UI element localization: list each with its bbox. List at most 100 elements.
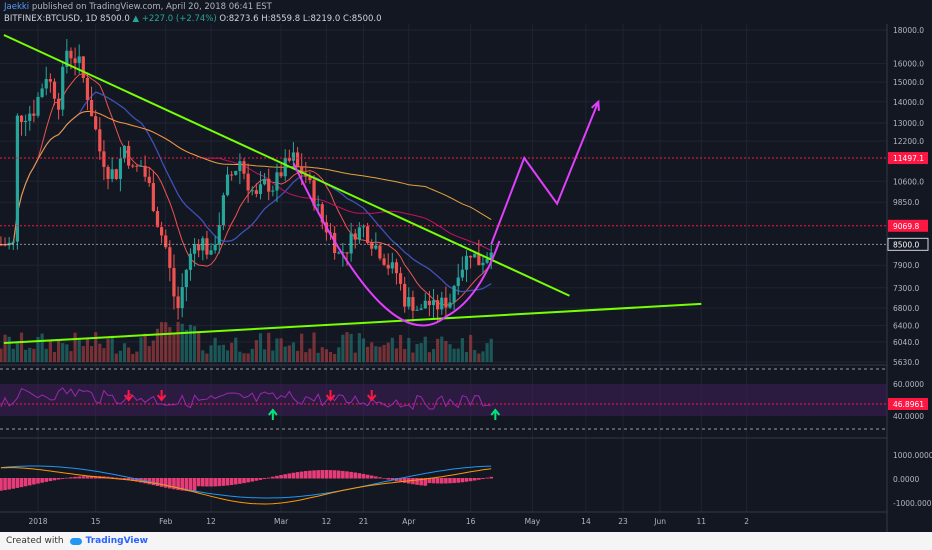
candle-body — [258, 184, 263, 194]
volume-bar — [102, 348, 106, 362]
candle-body — [127, 145, 131, 166]
volume-bar — [85, 337, 90, 362]
candle-body — [11, 241, 15, 243]
candle-body — [477, 253, 481, 266]
volume-bar — [436, 338, 440, 362]
candle-body — [304, 174, 308, 177]
candle-body — [110, 169, 114, 179]
volume-bar — [382, 344, 386, 362]
macd-histogram-bar — [73, 476, 77, 479]
volume-bar — [250, 348, 254, 362]
time-tick-label: 14 — [581, 517, 591, 526]
candle-body — [423, 300, 427, 309]
symbol-label: BITFINEX:BTCUSD, 1D — [4, 14, 98, 24]
volume-bar — [242, 353, 246, 362]
candle-body — [489, 252, 493, 259]
candle-body — [164, 235, 168, 248]
volume-bar — [477, 353, 481, 362]
up-triangle-icon: ▲ — [132, 14, 140, 24]
volume-bar — [73, 332, 77, 362]
candle-body — [184, 269, 188, 288]
rsi-line — [0, 387, 492, 411]
volume-bar — [197, 332, 201, 362]
macd-histogram-bar — [427, 478, 432, 484]
time-tick-label: 23 — [618, 517, 628, 526]
macd-signal-line — [0, 467, 492, 505]
volume-bar — [131, 353, 135, 362]
macd-histogram-bar — [431, 478, 436, 484]
time-tick-label: Jun — [653, 517, 666, 526]
macd-histogram-bar — [176, 478, 180, 490]
volume-bar — [328, 351, 333, 362]
volume-bar — [320, 347, 324, 362]
volume-bar — [304, 352, 308, 362]
candle-body — [403, 283, 407, 307]
volume-bar — [52, 352, 57, 362]
volume-bar — [160, 322, 164, 362]
macd-histogram-bar — [324, 470, 329, 479]
footer-brand[interactable]: TradingView — [85, 536, 148, 546]
volume-bar — [452, 348, 456, 362]
volume-bar — [147, 346, 151, 362]
candle-body — [89, 99, 94, 117]
down-arrow-icon — [123, 394, 134, 402]
macd-histogram-bar — [481, 478, 485, 480]
volume-bar — [48, 339, 52, 362]
rsi-value-badge — [888, 398, 928, 410]
candle-body — [213, 244, 217, 251]
candle-body — [19, 115, 24, 123]
macd-histogram-bar — [229, 478, 234, 486]
author-name[interactable]: Jaekki — [4, 2, 30, 12]
macd-histogram-bar — [3, 478, 7, 491]
candle-body — [57, 98, 61, 110]
candle-body — [238, 161, 242, 172]
macd-histogram-bar — [448, 478, 452, 484]
volume-bar — [24, 349, 28, 362]
volume-bar — [431, 348, 436, 362]
volume-bar — [460, 338, 464, 362]
last-price: 8500.0 — [100, 14, 130, 24]
macd-histogram-bar — [110, 477, 114, 479]
volume-bar — [122, 343, 127, 362]
macd-histogram-bar — [390, 478, 395, 481]
volume-bar — [217, 345, 221, 362]
candle-body — [77, 56, 81, 63]
candle-body — [275, 172, 279, 191]
publish-info: Jaekki published on TradingView.com, Apr… — [4, 2, 272, 12]
volume-bar — [485, 343, 489, 362]
candlesticks — [0, 39, 493, 323]
price-tick-label: 6040.0 — [893, 338, 919, 347]
volume-bar — [464, 351, 469, 362]
ohlc-values: O:8273.6 H:8559.8 L:8219.0 C:8500.0 — [219, 14, 382, 24]
time-tick-label: Feb — [159, 517, 173, 526]
macd-histogram-bar — [295, 472, 300, 479]
down-arrow-icon — [156, 394, 167, 402]
volume-bar — [374, 346, 378, 362]
macd-histogram-bar — [23, 478, 28, 487]
volume-bar — [246, 353, 250, 362]
candle-body — [370, 242, 374, 249]
macd-histogram-bar — [439, 478, 444, 484]
price-tick-label: 9850.0 — [893, 198, 919, 207]
price-marker-label: 9069.8 — [893, 222, 919, 231]
volume-bar — [291, 342, 296, 362]
symbol-legend: BITFINEX:BTCUSD, 1D 8500.0 ▲ +227.0 (+2.… — [4, 14, 382, 24]
candle-body — [176, 296, 180, 309]
candle-body — [69, 50, 73, 59]
candle-body — [464, 255, 469, 270]
volume-bar — [234, 337, 238, 362]
price-marker-badge — [887, 237, 929, 251]
volume-bar — [283, 346, 287, 362]
volume-bar — [300, 333, 304, 362]
volume-bar — [98, 343, 102, 362]
candle-body — [374, 245, 378, 249]
macd-histogram-bar — [11, 478, 16, 489]
candle-body — [52, 81, 57, 99]
volume-bar — [279, 338, 283, 362]
macd-histogram-bar — [275, 475, 279, 479]
volume-bar — [110, 335, 114, 362]
volume-bars — [0, 321, 493, 362]
volume-bar — [155, 328, 160, 362]
up-arrow-icon — [268, 408, 278, 416]
